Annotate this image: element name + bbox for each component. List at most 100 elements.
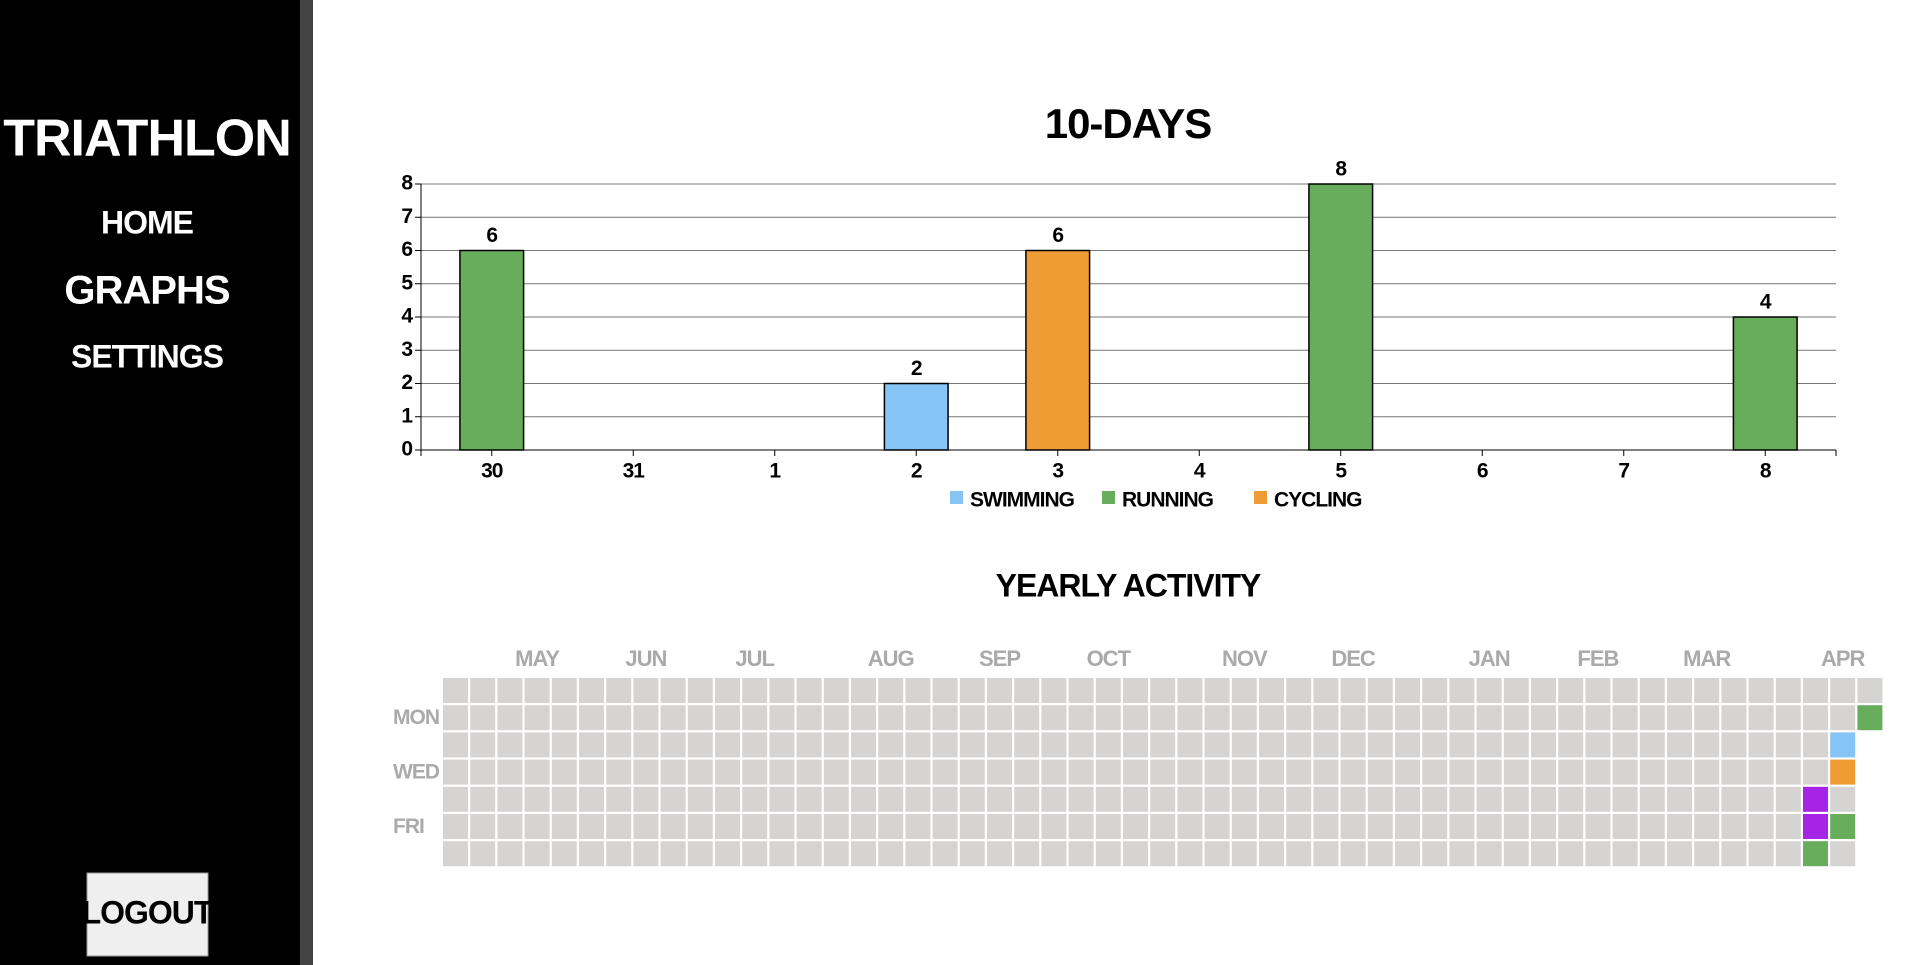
heatmap-cell <box>1558 814 1584 839</box>
heatmap-cell <box>443 786 468 812</box>
heatmap-cell <box>1531 786 1556 812</box>
heatmap-cell <box>742 841 768 867</box>
heatmap-cell <box>1585 705 1611 731</box>
heatmap-cell <box>742 786 768 812</box>
heatmap-cell <box>1694 678 1720 703</box>
heatmap-cell <box>851 814 876 839</box>
heatmap-cell <box>1177 705 1203 731</box>
day-label: WED <box>393 761 440 784</box>
heatmap-cell <box>1068 705 1094 731</box>
heatmap-cell <box>987 732 1012 758</box>
heatmap-cell <box>769 705 795 731</box>
heatmap-cell <box>524 841 550 867</box>
logout-label[interactable]: LOGOUT <box>82 894 215 930</box>
heatmap-cell <box>497 841 523 867</box>
heatmap-cell <box>1531 705 1556 731</box>
heatmap-cell <box>742 759 768 785</box>
bar <box>1308 183 1374 451</box>
heatmap-cell <box>1123 705 1148 731</box>
heatmap-cell <box>1041 786 1067 812</box>
heatmap-cell <box>878 678 904 703</box>
heatmap-cell <box>1721 841 1747 867</box>
nav-link[interactable]: SETTINGS <box>71 338 225 374</box>
day-label: FRI <box>393 815 424 838</box>
heatmap-cell <box>1340 786 1366 812</box>
month-label: SEP <box>979 646 1020 671</box>
month-label: NOV <box>1222 646 1268 671</box>
heatmap-cell <box>1367 705 1393 731</box>
heatmap-cell <box>1123 732 1148 758</box>
legend-label: RUNNING <box>1122 489 1214 512</box>
heatmap-cell <box>1367 759 1393 785</box>
heatmap-cell <box>851 732 876 758</box>
heatmap-cell <box>1775 678 1801 703</box>
heatmap-cell <box>633 841 659 867</box>
heatmap-cell <box>1476 759 1502 785</box>
heatmap-cell <box>1367 678 1393 703</box>
heatmap-cell <box>742 732 768 758</box>
x-tick-label: 31 <box>623 460 646 483</box>
heatmap-cell <box>1775 705 1801 731</box>
heatmap-cell <box>579 841 604 867</box>
heatmap-cell <box>987 705 1012 731</box>
heatmap-cell <box>1639 841 1665 867</box>
heatmap-cell <box>1286 705 1312 731</box>
heatmap-cell <box>1313 678 1339 703</box>
heatmap-cell <box>959 786 985 812</box>
heatmap-cell <box>1558 786 1584 812</box>
heatmap-cell <box>687 732 713 758</box>
heatmap-cell <box>1830 841 1856 867</box>
heatmap-cell <box>633 814 659 839</box>
heatmap-cell <box>1150 732 1176 758</box>
heatmap-cell <box>1286 786 1312 812</box>
heatmap-cell <box>878 705 904 731</box>
heatmap-cell <box>1422 759 1448 785</box>
heatmap-cell <box>1748 786 1774 812</box>
heatmap-cell <box>687 759 713 785</box>
heatmap-cell <box>823 841 849 867</box>
y-tick-label: 2 <box>401 371 412 394</box>
heatmap-cell <box>932 814 958 839</box>
heatmap-cell <box>1748 814 1774 839</box>
logout-button[interactable] <box>86 872 209 957</box>
heatmap-cell <box>905 841 931 867</box>
legend-swatch <box>950 491 963 504</box>
heatmap-cell <box>1313 732 1339 758</box>
heatmap-cell <box>1041 814 1067 839</box>
heatmap-cell <box>796 705 822 731</box>
heatmap-cell <box>878 759 904 785</box>
heatmap-cell <box>1068 786 1094 812</box>
heatmap-cell <box>769 732 795 758</box>
heatmap-cell <box>932 759 958 785</box>
heatmap-cell <box>1531 814 1556 839</box>
heatmap-cell <box>1531 841 1556 867</box>
heatmap-cell <box>1313 705 1339 731</box>
nav-link[interactable]: HOME <box>101 204 195 240</box>
heatmap-cell <box>1612 841 1638 867</box>
heatmap-cell <box>1503 841 1529 867</box>
heatmap-cell <box>1639 678 1665 703</box>
heatmap-cell <box>1340 841 1366 867</box>
heatmap-cell <box>1367 841 1393 867</box>
heatmap-cell <box>551 841 577 867</box>
heatmap-cell <box>1531 759 1556 785</box>
heatmap-cell <box>1585 678 1611 703</box>
heatmap-cell <box>1612 732 1638 758</box>
heatmap-cell <box>823 705 849 731</box>
heatmap-cell <box>1014 814 1040 839</box>
heatmap-cell <box>443 841 468 867</box>
heatmap-cell <box>1177 814 1203 839</box>
heatmap-cell <box>1748 732 1774 758</box>
nav-link[interactable]: GRAPHS <box>64 269 230 313</box>
x-tick-label: 3 <box>1052 460 1063 483</box>
heatmap-cell <box>1803 732 1828 758</box>
heatmap-cell <box>1286 678 1312 703</box>
heatmap-cell <box>497 759 523 785</box>
x-tick-label: 7 <box>1618 460 1629 483</box>
heatmap-cell <box>606 705 632 731</box>
heatmap-cell <box>823 678 849 703</box>
heatmap-cell <box>1721 732 1747 758</box>
heatmap-cell <box>660 786 686 812</box>
heatmap-cell <box>1231 814 1257 839</box>
heatmap-cell <box>1204 678 1230 703</box>
